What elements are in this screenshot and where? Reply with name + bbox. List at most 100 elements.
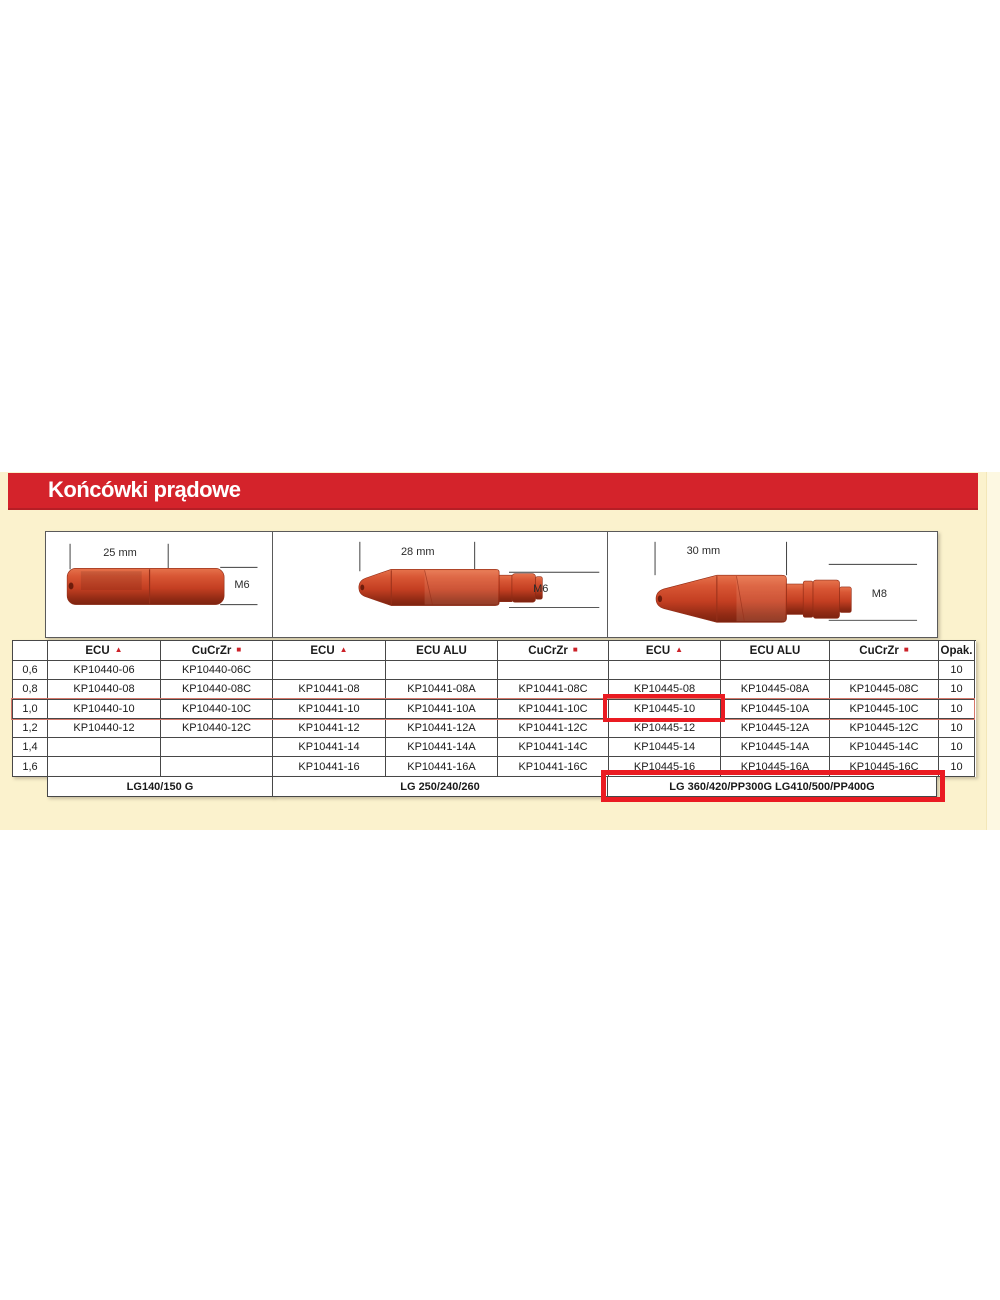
column-header-ecu: ECU ▲ [48, 641, 161, 661]
part-number-cell: KP10441-16C [498, 757, 609, 777]
empty-cell [161, 738, 273, 758]
contact-tip-28mm-illustration [358, 541, 600, 609]
part-number-cell: KP10440-12C [161, 718, 273, 739]
row-size-label: 0,8 [13, 680, 48, 700]
part-number-cell: KP10441-14A [386, 738, 498, 758]
parts-table: ECU ▲ CuCrZr ■ ECU ▲ ECU ALU CuCrZr ■ ECU ▲ ECU ALU… [12, 640, 976, 777]
triangle-marker-icon: ▲ [339, 644, 348, 654]
part-number-cell: KP10445-08 [609, 680, 721, 700]
column-header-cucrzr: CuCrZr ■ [830, 641, 939, 661]
part-number-cell: KP10440-10 [48, 699, 161, 719]
part-number-cell: KP10440-08C [161, 680, 273, 700]
part-number-cell: KP10441-12C [498, 718, 609, 739]
part-number-cell: KP10441-14C [498, 738, 609, 758]
column-header-ecu-alu: ECU ALU [386, 641, 498, 661]
part-number-cell: KP10445-16 [609, 757, 721, 777]
part-number-cell: KP10441-14 [273, 738, 386, 758]
column-header-label: ECU [310, 644, 335, 657]
contact-tip-panel-25mm: 25 mm M6 [46, 532, 273, 637]
part-number-cell: KP10440-06 [48, 661, 161, 681]
part-number-cell: KP10441-10C [498, 699, 609, 719]
part-number-cell: KP10445-14C [830, 738, 939, 758]
empty-cell [830, 661, 939, 681]
part-number-cell: KP10440-10C [161, 699, 273, 719]
row-size-label: 1,4 [13, 738, 48, 758]
column-header-size [13, 641, 48, 661]
part-number-cell: KP10441-08 [273, 680, 386, 700]
column-header-label: CuCrZr [528, 644, 568, 657]
empty-cell [48, 738, 161, 758]
section-title: Końcówki prądowe [48, 477, 241, 502]
row-size-label: 1,0 [13, 699, 48, 719]
pack-quantity-cell: 10 [939, 718, 975, 739]
empty-cell [498, 661, 609, 681]
contact-tip-panel-30mm: 30 mm M8 [608, 532, 937, 637]
row-size-label: 1,6 [13, 757, 48, 777]
part-number-cell: KP10440-08 [48, 680, 161, 700]
thread-size-label: M6 [234, 579, 250, 591]
torch-series-label: LG140/150 G [47, 776, 273, 797]
row-size-label: 0,6 [13, 661, 48, 681]
column-header-label: Opak. [940, 644, 973, 657]
triangle-marker-icon: ▲ [675, 644, 684, 654]
part-number-cell: KP10441-10A [386, 699, 498, 719]
part-number-cell: KP10441-16A [386, 757, 498, 777]
square-marker-icon: ■ [572, 644, 578, 654]
part-number-cell: KP10445-16A [721, 757, 830, 777]
length-dimension-label: 30 mm [686, 545, 721, 557]
pack-quantity-cell: 10 [939, 699, 975, 719]
part-number-cell: KP10441-16 [273, 757, 386, 777]
section-banner: Końcówki prądowe [8, 473, 978, 510]
column-header-ecu: ECU ▲ [609, 641, 721, 661]
part-number-cell: KP10445-14A [721, 738, 830, 758]
part-number-cell: KP10441-08C [498, 680, 609, 700]
pack-quantity-cell: 10 [939, 757, 975, 777]
product-image-strip: 25 mm M6 [45, 531, 938, 638]
column-header-label: ECU [645, 644, 671, 657]
part-number-cell: KP10445-12A [721, 718, 830, 739]
part-number-cell: KP10445-14 [609, 738, 721, 758]
square-marker-icon: ■ [236, 644, 242, 654]
square-marker-icon: ■ [903, 644, 909, 654]
empty-cell [721, 661, 830, 681]
column-header-ecu-alu: ECU ALU [721, 641, 830, 661]
column-header-opak-: Opak. [939, 641, 975, 661]
part-number-cell: KP10445-10 [609, 699, 721, 719]
page-edge-strip [986, 472, 1000, 830]
pack-quantity-cell: 10 [939, 661, 975, 681]
column-header-cucrzr: CuCrZr ■ [498, 641, 609, 661]
pack-quantity-cell: 10 [939, 680, 975, 700]
part-number-cell: KP10441-08A [386, 680, 498, 700]
torch-series-label: LG 360/420/PP300G LG410/500/PP400G [607, 776, 937, 797]
part-number-cell: KP10441-12 [273, 718, 386, 739]
column-header-label: ECU ALU [749, 644, 801, 657]
part-number-cell: KP10445-12 [609, 718, 721, 739]
part-number-cell: KP10445-08A [721, 680, 830, 700]
torch-series-row: LG140/150 G LG 250/240/260 LG 360/420/PP30… [47, 776, 937, 797]
row-size-label: 1,2 [13, 718, 48, 739]
length-dimension-label: 28 mm [400, 546, 435, 558]
part-number-cell: KP10445-10C [830, 699, 939, 719]
part-number-cell: KP10441-10 [273, 699, 386, 719]
column-header-ecu: ECU ▲ [273, 641, 386, 661]
empty-cell [48, 757, 161, 777]
pack-quantity-cell: 10 [939, 738, 975, 758]
part-number-cell: KP10445-12C [830, 718, 939, 739]
part-number-cell: KP10440-06C [161, 661, 273, 681]
column-header-label: ECU ALU [416, 644, 467, 657]
column-header-label: CuCrZr [191, 644, 232, 657]
column-header-label: ECU [85, 644, 110, 657]
contact-tip-30mm-illustration [654, 541, 918, 623]
triangle-marker-icon: ▲ [114, 644, 123, 654]
contact-tip-panel-28mm: 28 mm M6 [273, 532, 609, 637]
thread-size-label: M8 [871, 588, 888, 600]
column-header-cucrzr: CuCrZr ■ [161, 641, 273, 661]
part-number-cell: KP10440-12 [48, 718, 161, 739]
part-number-cell: KP10445-16C [830, 757, 939, 777]
thread-size-label: M6 [533, 583, 549, 595]
empty-cell [609, 661, 721, 681]
part-number-cell: KP10445-08C [830, 680, 939, 700]
column-header-label: CuCrZr [859, 644, 899, 657]
part-number-cell: KP10445-10A [721, 699, 830, 719]
